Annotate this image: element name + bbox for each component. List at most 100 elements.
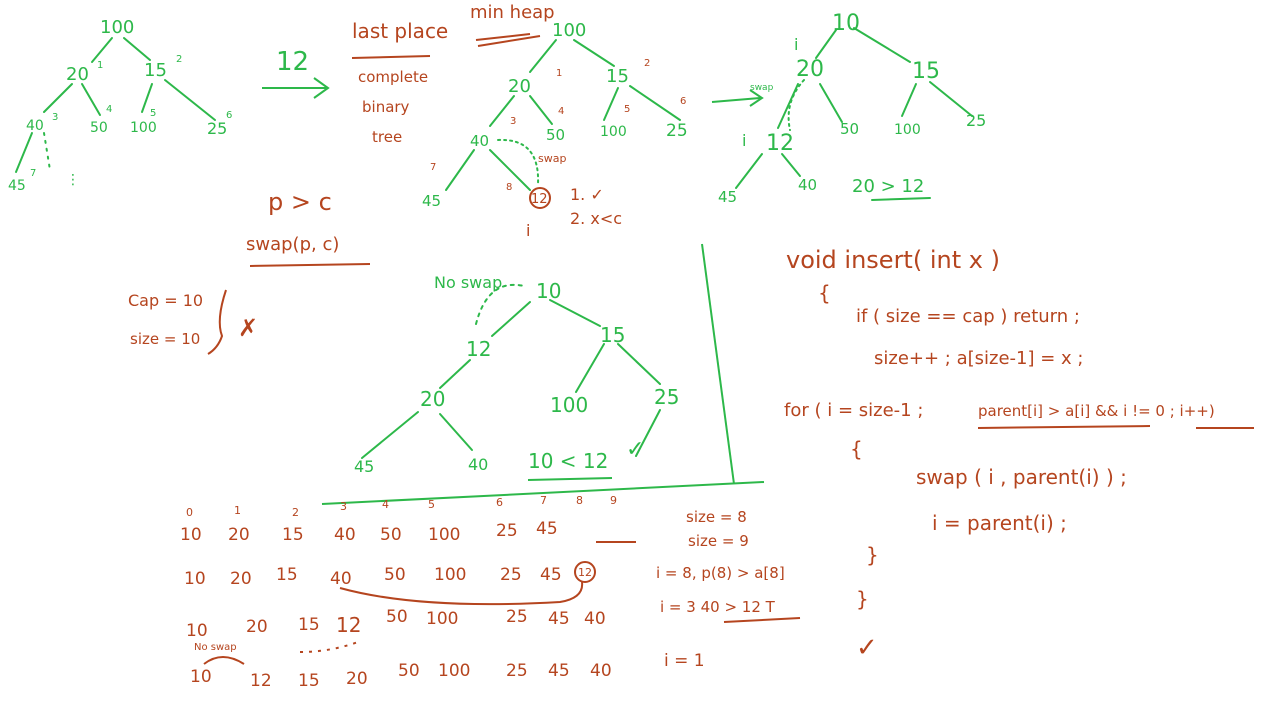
- tree3-edge: [777, 83, 799, 129]
- tree2-node: 20: [508, 76, 531, 97]
- array-parent-link: [339, 581, 584, 606]
- swap-arrow-shaft: [711, 97, 761, 103]
- size-note: size = 10: [130, 330, 200, 348]
- capacity-cross: ✗: [238, 314, 258, 342]
- tree1-edge: [43, 83, 73, 113]
- array-row-1: 10 20 15 40 50 100 25 45: [180, 519, 558, 545]
- tree3-edge: [815, 29, 837, 59]
- array-cell: 45: [548, 609, 570, 629]
- array-index: 2: [292, 506, 299, 519]
- array-index: 8: [576, 494, 583, 507]
- tree3-i-label: i: [794, 35, 798, 54]
- tree2-indices: 1 2 3 4 5 6 7 8: [430, 58, 686, 193]
- array-index: 4: [382, 498, 389, 511]
- swap-arrow: [711, 89, 764, 107]
- tree1-node: 100: [130, 120, 157, 136]
- code-line: swap ( i , parent(i) ) ;: [916, 465, 1127, 489]
- tree3-swap-curve: [787, 79, 805, 131]
- tree2-node: 100: [600, 124, 627, 140]
- tree2-index: 2: [644, 58, 650, 69]
- tree2: [445, 39, 681, 191]
- tree2-edge: [629, 85, 681, 121]
- array-cell: 50: [384, 565, 406, 585]
- tree4-edge: [439, 359, 471, 389]
- rule-condition: p > c: [268, 188, 332, 216]
- swap-rule: p > c swap(p, c): [246, 188, 371, 267]
- tree3-edge: [781, 153, 801, 177]
- array-row-2: 10 20 15 40 50 100 25 45 12: [184, 565, 592, 589]
- tree3-node: 50: [840, 120, 859, 138]
- array-swap-arc: [299, 641, 359, 653]
- i-step: i = 8, p(8) > a[8]: [656, 564, 785, 582]
- tree4-dashed-curve: [475, 283, 525, 325]
- tree1-edge: [15, 132, 33, 173]
- code-check: ✓: [856, 633, 878, 663]
- code-brace: {: [818, 281, 831, 305]
- tree4-underline: [527, 477, 613, 481]
- tree4-edge: [549, 299, 601, 327]
- tree4-edge: [491, 301, 531, 337]
- array-no-swap-label: No swap: [194, 642, 237, 653]
- tree3-comparison: 20 > 12: [852, 176, 924, 197]
- swap-arrow-head: [749, 89, 764, 107]
- tree3-node: 100: [894, 122, 921, 138]
- array-cell: 40: [590, 661, 612, 681]
- tree2-edge: [529, 95, 553, 125]
- tree2-step: 2. x<c: [570, 209, 622, 228]
- tree4-check: ✓: [626, 437, 644, 462]
- size-before: size = 8: [686, 508, 747, 526]
- tree1-edge: [164, 79, 216, 121]
- min-heap-underline: [475, 33, 531, 41]
- tree4-nodes: No swap 10 12 15 20 100 25 45 40 10 < 12…: [354, 273, 679, 476]
- code-line: size++ ; a[size-1] = x ;: [874, 348, 1083, 369]
- tree4: [361, 283, 661, 459]
- tree3: [735, 27, 973, 201]
- array-index: 3: [340, 500, 347, 513]
- tree2-index: 7: [430, 162, 436, 173]
- tree2-index: 4: [558, 106, 564, 117]
- tree2-i-label: i: [526, 221, 530, 240]
- tree1-node: 45: [8, 178, 26, 194]
- tree3-edge: [929, 81, 973, 117]
- tree2-swap-curve: [497, 138, 540, 185]
- code-brace: }: [856, 587, 869, 611]
- array-cell: 25: [506, 661, 528, 681]
- tree4-no-swap-label: No swap: [434, 273, 502, 292]
- tree2-node: 15: [606, 66, 629, 87]
- tree1-edge: [123, 37, 151, 61]
- i-step: i = 1: [664, 651, 705, 671]
- arrow-label: 12: [276, 47, 309, 77]
- tree1-continuation: ⋮: [66, 172, 80, 188]
- tree4-edge: [575, 343, 605, 393]
- tree3-edge: [901, 83, 917, 117]
- tree4-edge: [361, 411, 419, 459]
- array-cell: 100: [434, 565, 466, 585]
- tree2-edge: [529, 39, 557, 73]
- tree1-edge: [141, 83, 153, 113]
- array-index: 6: [496, 496, 503, 509]
- code-brace: }: [866, 543, 879, 567]
- array-swap-arc: [203, 656, 245, 665]
- tree4-node: 15: [600, 323, 625, 347]
- tree2-index: 6: [680, 96, 686, 107]
- tree4-node: 45: [354, 457, 374, 476]
- tree2-index: 3: [510, 116, 516, 127]
- tree2-step: 1. ✓: [570, 185, 604, 204]
- tree1-nodes: 100 20 15 40 50 100 25 45 ⋮: [8, 17, 227, 194]
- insertion-notes: last place complete binary tree: [351, 19, 448, 146]
- tree2-index: 8: [506, 182, 512, 193]
- tree2-new-node: 12: [531, 192, 548, 207]
- tree2-swap-label: swap: [538, 152, 566, 165]
- tree4-node: 100: [550, 393, 588, 417]
- array-cell: 10: [180, 525, 202, 545]
- tree4-node: 12: [466, 337, 491, 361]
- array-index: 0: [186, 506, 193, 519]
- array-cell: 100: [438, 661, 470, 681]
- tree1-index: 5: [150, 108, 156, 119]
- array-cell: 25: [496, 521, 518, 541]
- array-notes: size = 8 size = 9 i = 8, p(8) > a[8] i =…: [656, 508, 801, 671]
- tree2-node: 45: [422, 192, 441, 210]
- tree2-node: 40: [470, 132, 489, 150]
